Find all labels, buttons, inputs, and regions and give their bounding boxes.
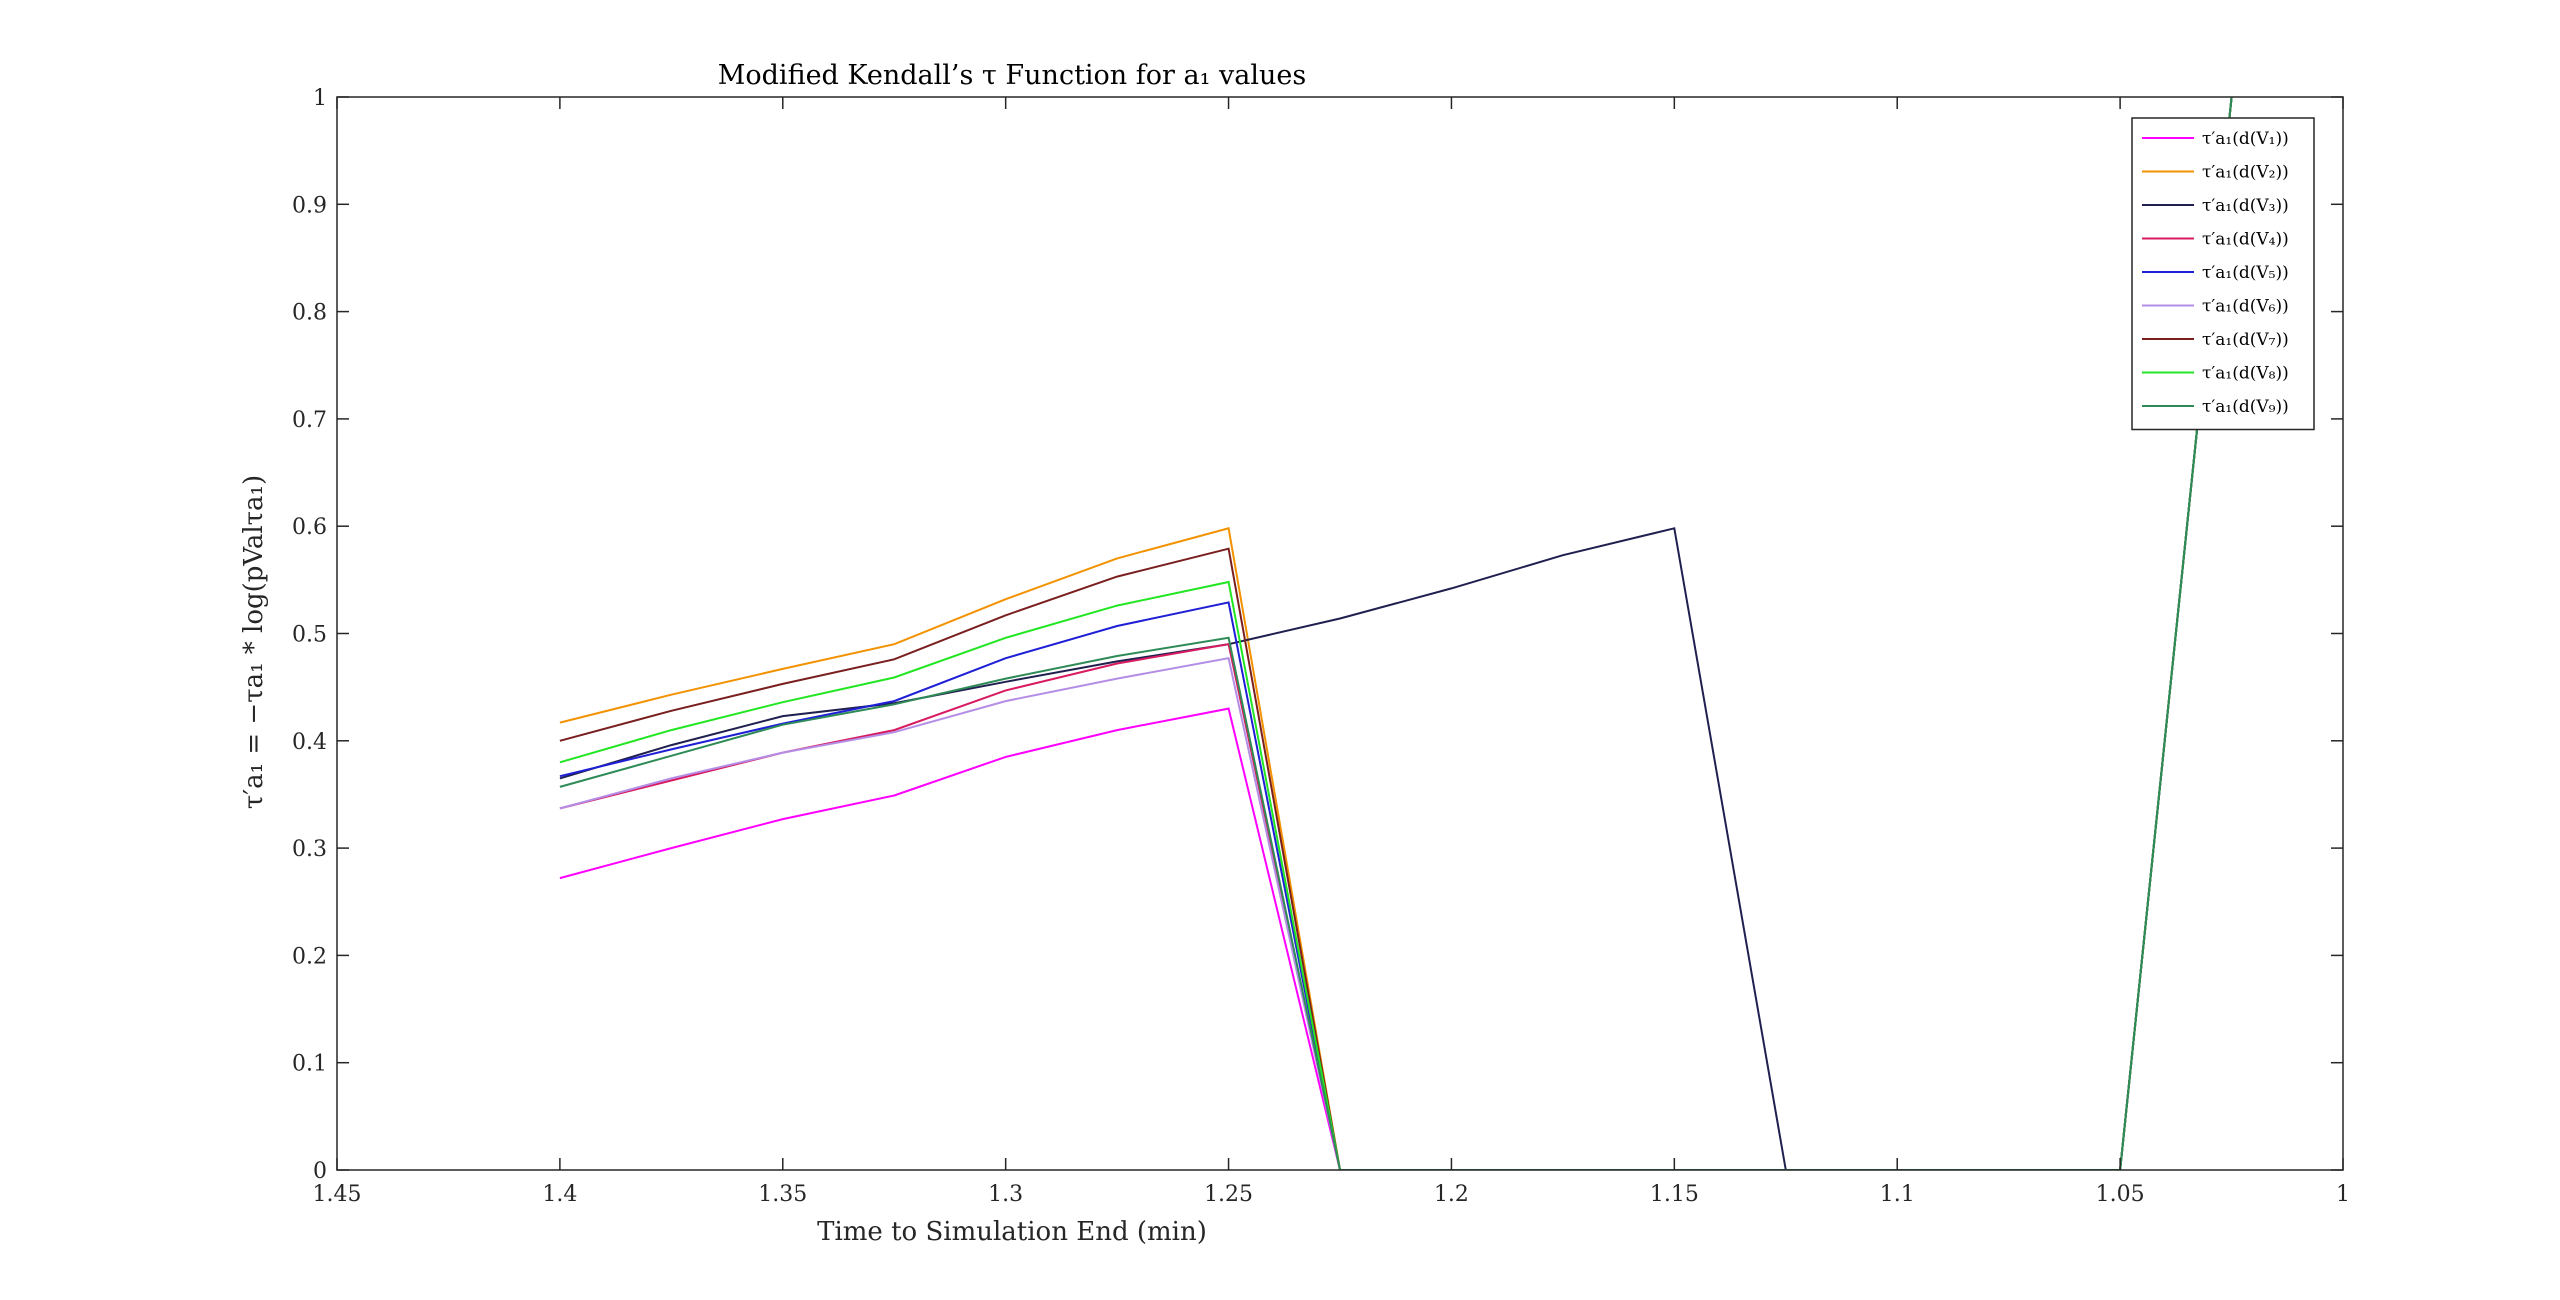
series-line-9 <box>559 97 2233 1170</box>
series-line-5 <box>559 97 2233 1170</box>
y-tick-label: 0.7 <box>292 408 327 433</box>
x-tick-label: 1.45 <box>313 1182 362 1207</box>
y-tick-label: 0.9 <box>292 193 327 218</box>
x-tick-label: 1.4 <box>542 1182 577 1207</box>
legend-label: τ′a₁(d(V₉)) <box>2202 397 2289 417</box>
y-tick-label: 0.1 <box>292 1052 327 1077</box>
y-tick-label: 0.2 <box>292 944 327 969</box>
series-line-3 <box>559 97 2233 1170</box>
series-line-1 <box>559 97 2233 1170</box>
legend-label: τ′a₁(d(V₆)) <box>2202 297 2289 317</box>
series-line-8 <box>559 97 2233 1170</box>
x-tick-label: 1.3 <box>988 1182 1023 1207</box>
series-line-2 <box>559 97 2233 1170</box>
y-tick-label: 0.4 <box>292 730 327 755</box>
series-line-4 <box>559 97 2233 1170</box>
y-axis-title: τ′a₁ = −τa₁ * log(pValτa₁) <box>239 475 269 809</box>
legend-label: τ′a₁(d(V₅)) <box>2202 263 2289 283</box>
x-tick-label: 1 <box>2336 1182 2350 1207</box>
x-axis-title: Time to Simulation End (min) <box>817 1217 1207 1247</box>
x-tick-label: 1.25 <box>1204 1182 1253 1207</box>
series-line-6 <box>559 97 2233 1170</box>
legend-label: τ′a₁(d(V₄)) <box>2202 230 2289 250</box>
legend-label: τ′a₁(d(V₁)) <box>2202 129 2289 149</box>
y-tick-label: 0.8 <box>292 301 327 326</box>
series-line-7 <box>559 97 2233 1170</box>
x-tick-label: 1.2 <box>1434 1182 1469 1207</box>
legend-label: τ′a₁(d(V₂)) <box>2202 163 2289 183</box>
x-tick-label: 1.05 <box>2096 1182 2145 1207</box>
legend-box <box>2131 117 2315 431</box>
y-tick-label: 0 <box>313 1159 327 1184</box>
y-tick-label: 1 <box>313 86 327 111</box>
y-tick-label: 0.6 <box>292 515 327 540</box>
x-tick-label: 1.35 <box>758 1182 807 1207</box>
axes: 1.45 1.4 1.35 1.3 1.25 1.2 1.15 1.1 1.05 1 0 0.1 0.2… <box>292 86 2350 1207</box>
legend-label: τ′a₁(d(V₃)) <box>2202 196 2289 216</box>
y-tick-label: 0.5 <box>292 623 327 648</box>
y-tick-label: 0.3 <box>292 837 327 862</box>
x-tick-label: 1.15 <box>1650 1182 1699 1207</box>
chart-title: Modified Kendall’s τ Function for a₁ val… <box>718 60 1306 91</box>
legend: τ′a₁(d(V₁)) τ′a₁(d(V₂)) τ′a₁(d(V₃)) τ′a₁(d(… <box>2131 117 2315 431</box>
x-tick-label: 1.1 <box>1880 1182 1915 1207</box>
plot-area <box>559 97 2233 1170</box>
legend-label: τ′a₁(d(V₇)) <box>2202 330 2289 350</box>
legend-label: τ′a₁(d(V₈)) <box>2202 364 2289 384</box>
